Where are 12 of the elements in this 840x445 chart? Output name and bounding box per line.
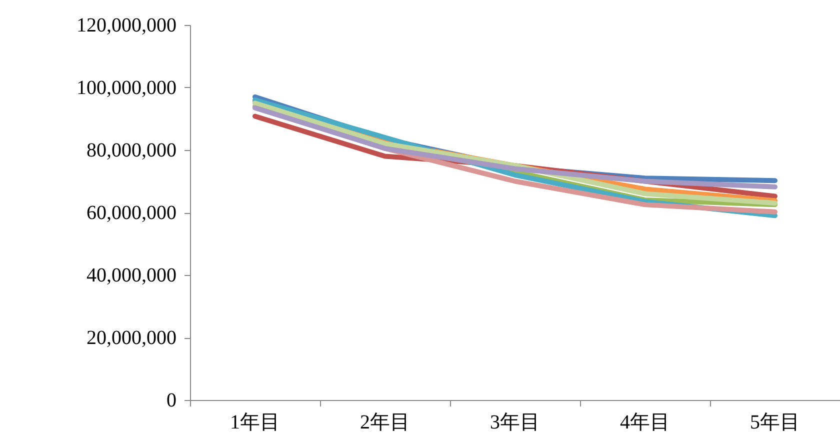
y-tick-label: 0 <box>166 390 176 412</box>
y-tick-label: 100,000,000 <box>76 77 176 99</box>
x-tick-label: 5年目 <box>750 412 800 434</box>
y-tick-label: 20,000,000 <box>86 327 176 349</box>
y-tick-label: 80,000,000 <box>86 140 176 162</box>
x-tick-label: 2年目 <box>360 412 410 434</box>
x-tick-label: 1年目 <box>230 412 280 434</box>
y-tick-label: 120,000,000 <box>76 14 176 36</box>
y-tick-label: 40,000,000 <box>86 264 176 286</box>
x-tick-label: 4年目 <box>620 412 670 434</box>
x-tick-label: 3年目 <box>490 412 540 434</box>
y-tick-label: 60,000,000 <box>86 202 176 224</box>
